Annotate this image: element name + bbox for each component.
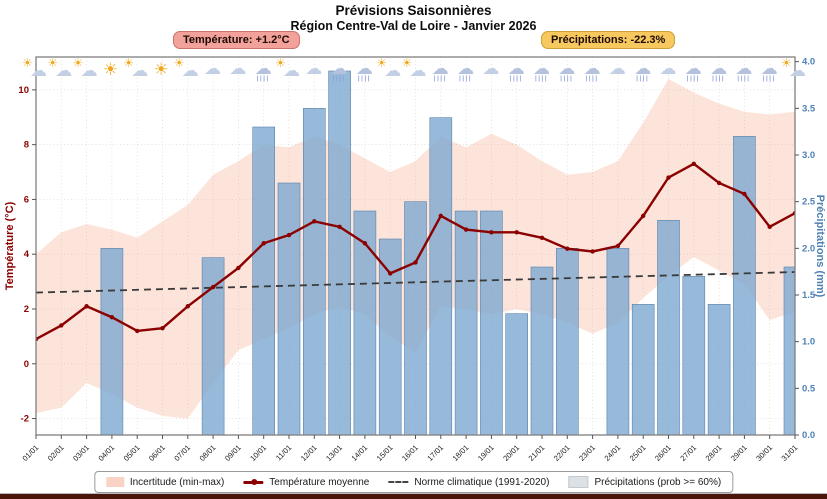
date-tick-label: 18/01 [451, 443, 471, 463]
date-tick-label: 28/01 [704, 443, 724, 463]
svg-text:4: 4 [24, 249, 30, 260]
svg-text:4.0: 4.0 [802, 57, 815, 68]
temperature-markers [36, 161, 795, 342]
date-tick-label: 30/01 [754, 443, 774, 463]
precipitation-bar [733, 136, 756, 435]
svg-text:2: 2 [24, 304, 29, 315]
date-tick-label: 29/01 [729, 443, 749, 463]
legend-label: Précipitations (prob >= 60%) [594, 476, 722, 488]
precipitation-bar [682, 276, 706, 435]
date-tick-label: 15/01 [375, 443, 395, 463]
precipitation-bar [454, 210, 478, 435]
svg-text:1.0: 1.0 [802, 337, 815, 348]
legend-item-climate-norm: Norme climatique (1991-2020) [388, 477, 549, 488]
precipitation-bar [378, 238, 402, 435]
legend-item-mean-temperature: Température moyenne [243, 477, 369, 488]
date-tick-label: 09/01 [223, 443, 243, 463]
date-tick-label: 08/01 [198, 443, 218, 463]
legend-label: Incertitude (min-max) [129, 476, 225, 488]
precipitation-anomaly-badge: Précipitations: -22.3% [541, 31, 676, 49]
date-tick-label: 04/01 [97, 443, 117, 463]
svg-text:0: 0 [24, 359, 29, 370]
temperature-axis-label: Température (°C) [4, 201, 16, 290]
svg-text:10: 10 [18, 85, 29, 96]
legend-label: Température moyenne [269, 476, 370, 488]
svg-text:2.0: 2.0 [802, 243, 815, 254]
svg-text:3.5: 3.5 [802, 103, 816, 114]
svg-text:0.5: 0.5 [802, 383, 816, 394]
precipitation-bar [555, 248, 579, 435]
svg-text:3.0: 3.0 [802, 150, 815, 161]
y-axis-precipitation: 0.0 0.5 1.0 1.5 2.0 2.5 3.0 3.5 4.0 Précipitation… [795, 57, 826, 441]
date-tick-label: 14/01 [350, 443, 370, 463]
date-tick-label: 10/01 [248, 443, 268, 463]
svg-text:1.5: 1.5 [802, 290, 816, 301]
precipitation-bar [429, 117, 453, 435]
precipitation-bar [100, 248, 124, 435]
date-tick-label: 11/01 [274, 443, 293, 462]
precipitation-bar [707, 304, 731, 435]
precipitation-bar [530, 266, 554, 435]
dashed-line-swatch [388, 481, 409, 483]
legend-item-uncertainty: Incertitude (min-max) [105, 476, 225, 488]
date-tick-label: 16/01 [400, 443, 420, 463]
svg-text:6: 6 [24, 194, 29, 205]
precipitation-bar [505, 313, 529, 435]
bottom-border-strip [0, 493, 827, 499]
uncertainty-band-swatch [105, 477, 124, 487]
page-subtitle: Région Centre-Val de Loire - Janvier 202… [290, 19, 537, 33]
date-tick-label: 22/01 [552, 443, 572, 463]
date-tick-label: 05/01 [122, 443, 142, 463]
precipitation-bar [783, 266, 795, 435]
date-tick-label: 21/01 [527, 443, 547, 463]
date-tick-label: 20/01 [501, 443, 521, 463]
date-tick-label: 06/01 [147, 443, 167, 463]
date-tick-label: 23/01 [577, 443, 597, 463]
date-tick-label: 13/01 [324, 443, 344, 463]
date-tick-label: 02/01 [46, 443, 66, 463]
precipitation-bar [302, 108, 326, 435]
precipitation-bar [353, 210, 377, 435]
date-tick-label: 31/01 [780, 443, 800, 463]
page-title: Prévisions Saisonnières [335, 3, 492, 18]
temperature-anomaly-badge: Température: +1.2°C [173, 31, 300, 49]
precipitation-swatch [568, 476, 589, 488]
svg-text:-2: -2 [21, 414, 29, 425]
date-tick-label: 19/01 [476, 443, 496, 463]
date-tick-label: 27/01 [678, 443, 698, 463]
date-tick-label: 12/01 [299, 443, 319, 463]
climate-norm-line [36, 271, 795, 294]
date-tick-label: 03/01 [71, 443, 91, 463]
date-tick-label: 17/01 [425, 443, 445, 463]
precipitation-bar [480, 210, 503, 435]
x-axis-dates: 01/01 02/01 03/01 04/01 05/01 06/01 07/01 08/01… [21, 435, 800, 463]
precipitation-bar [631, 304, 655, 435]
date-tick-label: 26/01 [653, 443, 673, 463]
precipitation-bar [277, 182, 301, 435]
precipitation-bar [252, 126, 275, 435]
date-tick-label: 07/01 [172, 443, 192, 463]
y-axis-temperature: -2 0 2 4 6 8 10 Température (°C) [4, 85, 36, 425]
legend-item-precipitation: Précipitations (prob >= 60%) [568, 476, 721, 488]
marker-dot-icon [251, 479, 258, 485]
date-tick-label: 01/01 [21, 443, 41, 463]
svg-text:2.5: 2.5 [802, 197, 816, 208]
date-tick-label: 25/01 [628, 443, 648, 463]
precipitation-bar [201, 257, 225, 435]
temperature-line-swatch [243, 479, 264, 485]
precipitation-bars [100, 70, 795, 435]
precipitation-bar [606, 248, 630, 435]
precipitation-bar [657, 220, 680, 435]
precipitation-bar [328, 70, 351, 435]
svg-text:0.0: 0.0 [802, 430, 815, 441]
precipitation-axis-label: Précipitations (mm) [814, 195, 826, 298]
legend-label: Norme climatique (1991-2020) [414, 476, 550, 488]
date-tick-label: 24/01 [603, 443, 623, 463]
precipitation-bar [404, 201, 427, 435]
chart-legend: Incertitude (min-max) Température moyenn… [93, 471, 734, 493]
svg-text:8: 8 [24, 140, 29, 151]
